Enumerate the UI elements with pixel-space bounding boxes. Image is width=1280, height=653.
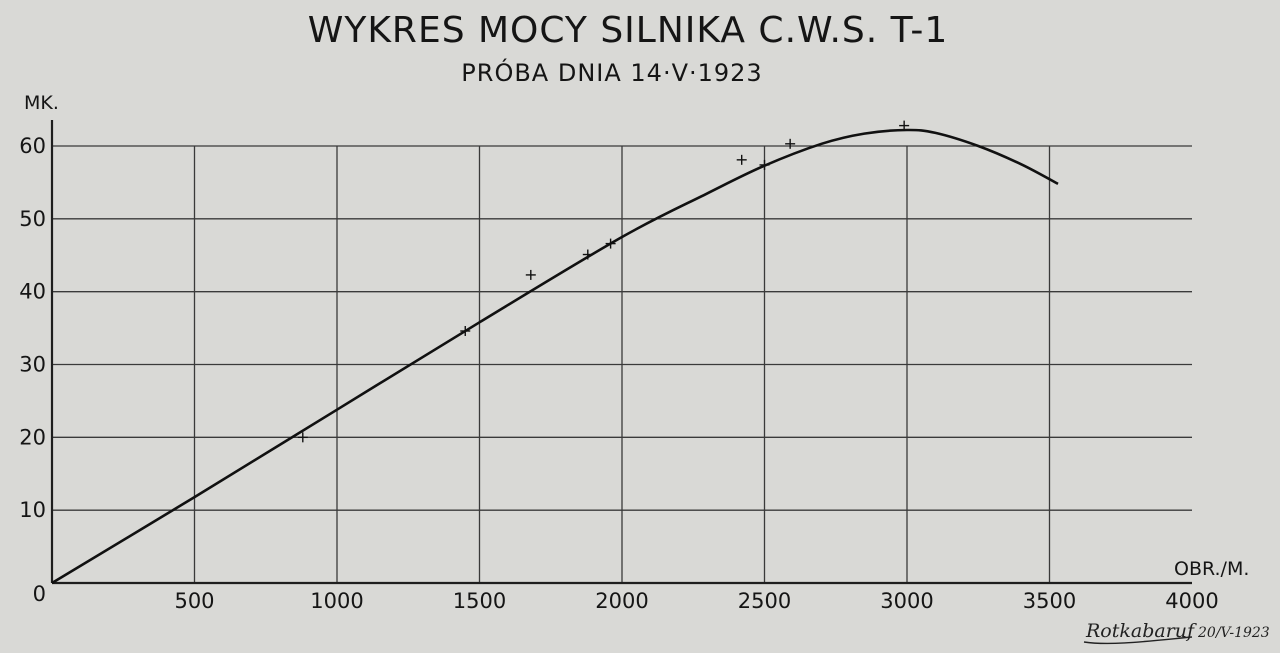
power-curve <box>51 128 1059 585</box>
x-tick-label: 1000 <box>310 589 363 613</box>
signature-date: 20/V-1923 <box>1197 625 1270 641</box>
y-tick-label: 20 <box>19 425 46 449</box>
x-axis-label: OBR./M. <box>1174 558 1249 580</box>
measurement-point <box>759 159 770 170</box>
measurement-point <box>525 269 536 280</box>
tick-labels: 500 1000 1500 2000 2500 3000 3500 4000 0 10 20 30 40… <box>19 134 1218 613</box>
signature: Rotkabaruf 20/V-1923 <box>1083 620 1270 645</box>
measurement-point <box>582 249 593 260</box>
y-tick-label: 30 <box>19 353 46 377</box>
measurement-point <box>297 432 308 443</box>
measurement-point <box>736 154 747 165</box>
chart-subtitle: PRÓBA DNIA 14·V·1923 <box>461 57 762 87</box>
x-tick-label: 2000 <box>595 589 648 613</box>
x-tick-label: 3500 <box>1023 589 1076 613</box>
signature-name: Rotkabaruf <box>1085 620 1197 642</box>
measurement-point <box>460 325 471 336</box>
y-tick-label: 40 <box>19 280 46 304</box>
measurement-point <box>899 120 910 131</box>
y-tick-label: 50 <box>19 207 46 231</box>
series <box>51 120 1059 585</box>
axes <box>50 120 1192 585</box>
measurement-point <box>785 138 796 149</box>
x-tick-label: 4000 <box>1165 589 1218 613</box>
y-tick-label: 10 <box>19 498 46 522</box>
y-tick-label: 60 <box>19 134 46 158</box>
x-tick-label: 3000 <box>880 589 933 613</box>
y-tick-label: 0 <box>33 582 46 606</box>
measurement-point <box>605 238 616 249</box>
x-tick-label: 1500 <box>453 589 506 613</box>
x-tick-label: 500 <box>174 589 214 613</box>
y-axis-label: MK. <box>24 92 59 114</box>
grid <box>52 145 1192 583</box>
chart-title: WYKRES MOCY SILNIKA C.W.S. T-1 <box>308 10 949 51</box>
x-tick-label: 2500 <box>738 589 791 613</box>
signature-flourish <box>1083 636 1193 645</box>
